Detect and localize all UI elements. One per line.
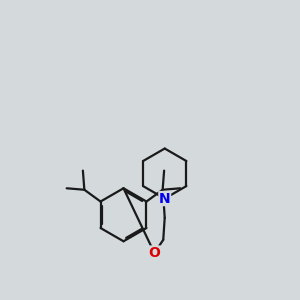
Text: N: N: [159, 192, 170, 206]
Text: O: O: [148, 246, 160, 260]
